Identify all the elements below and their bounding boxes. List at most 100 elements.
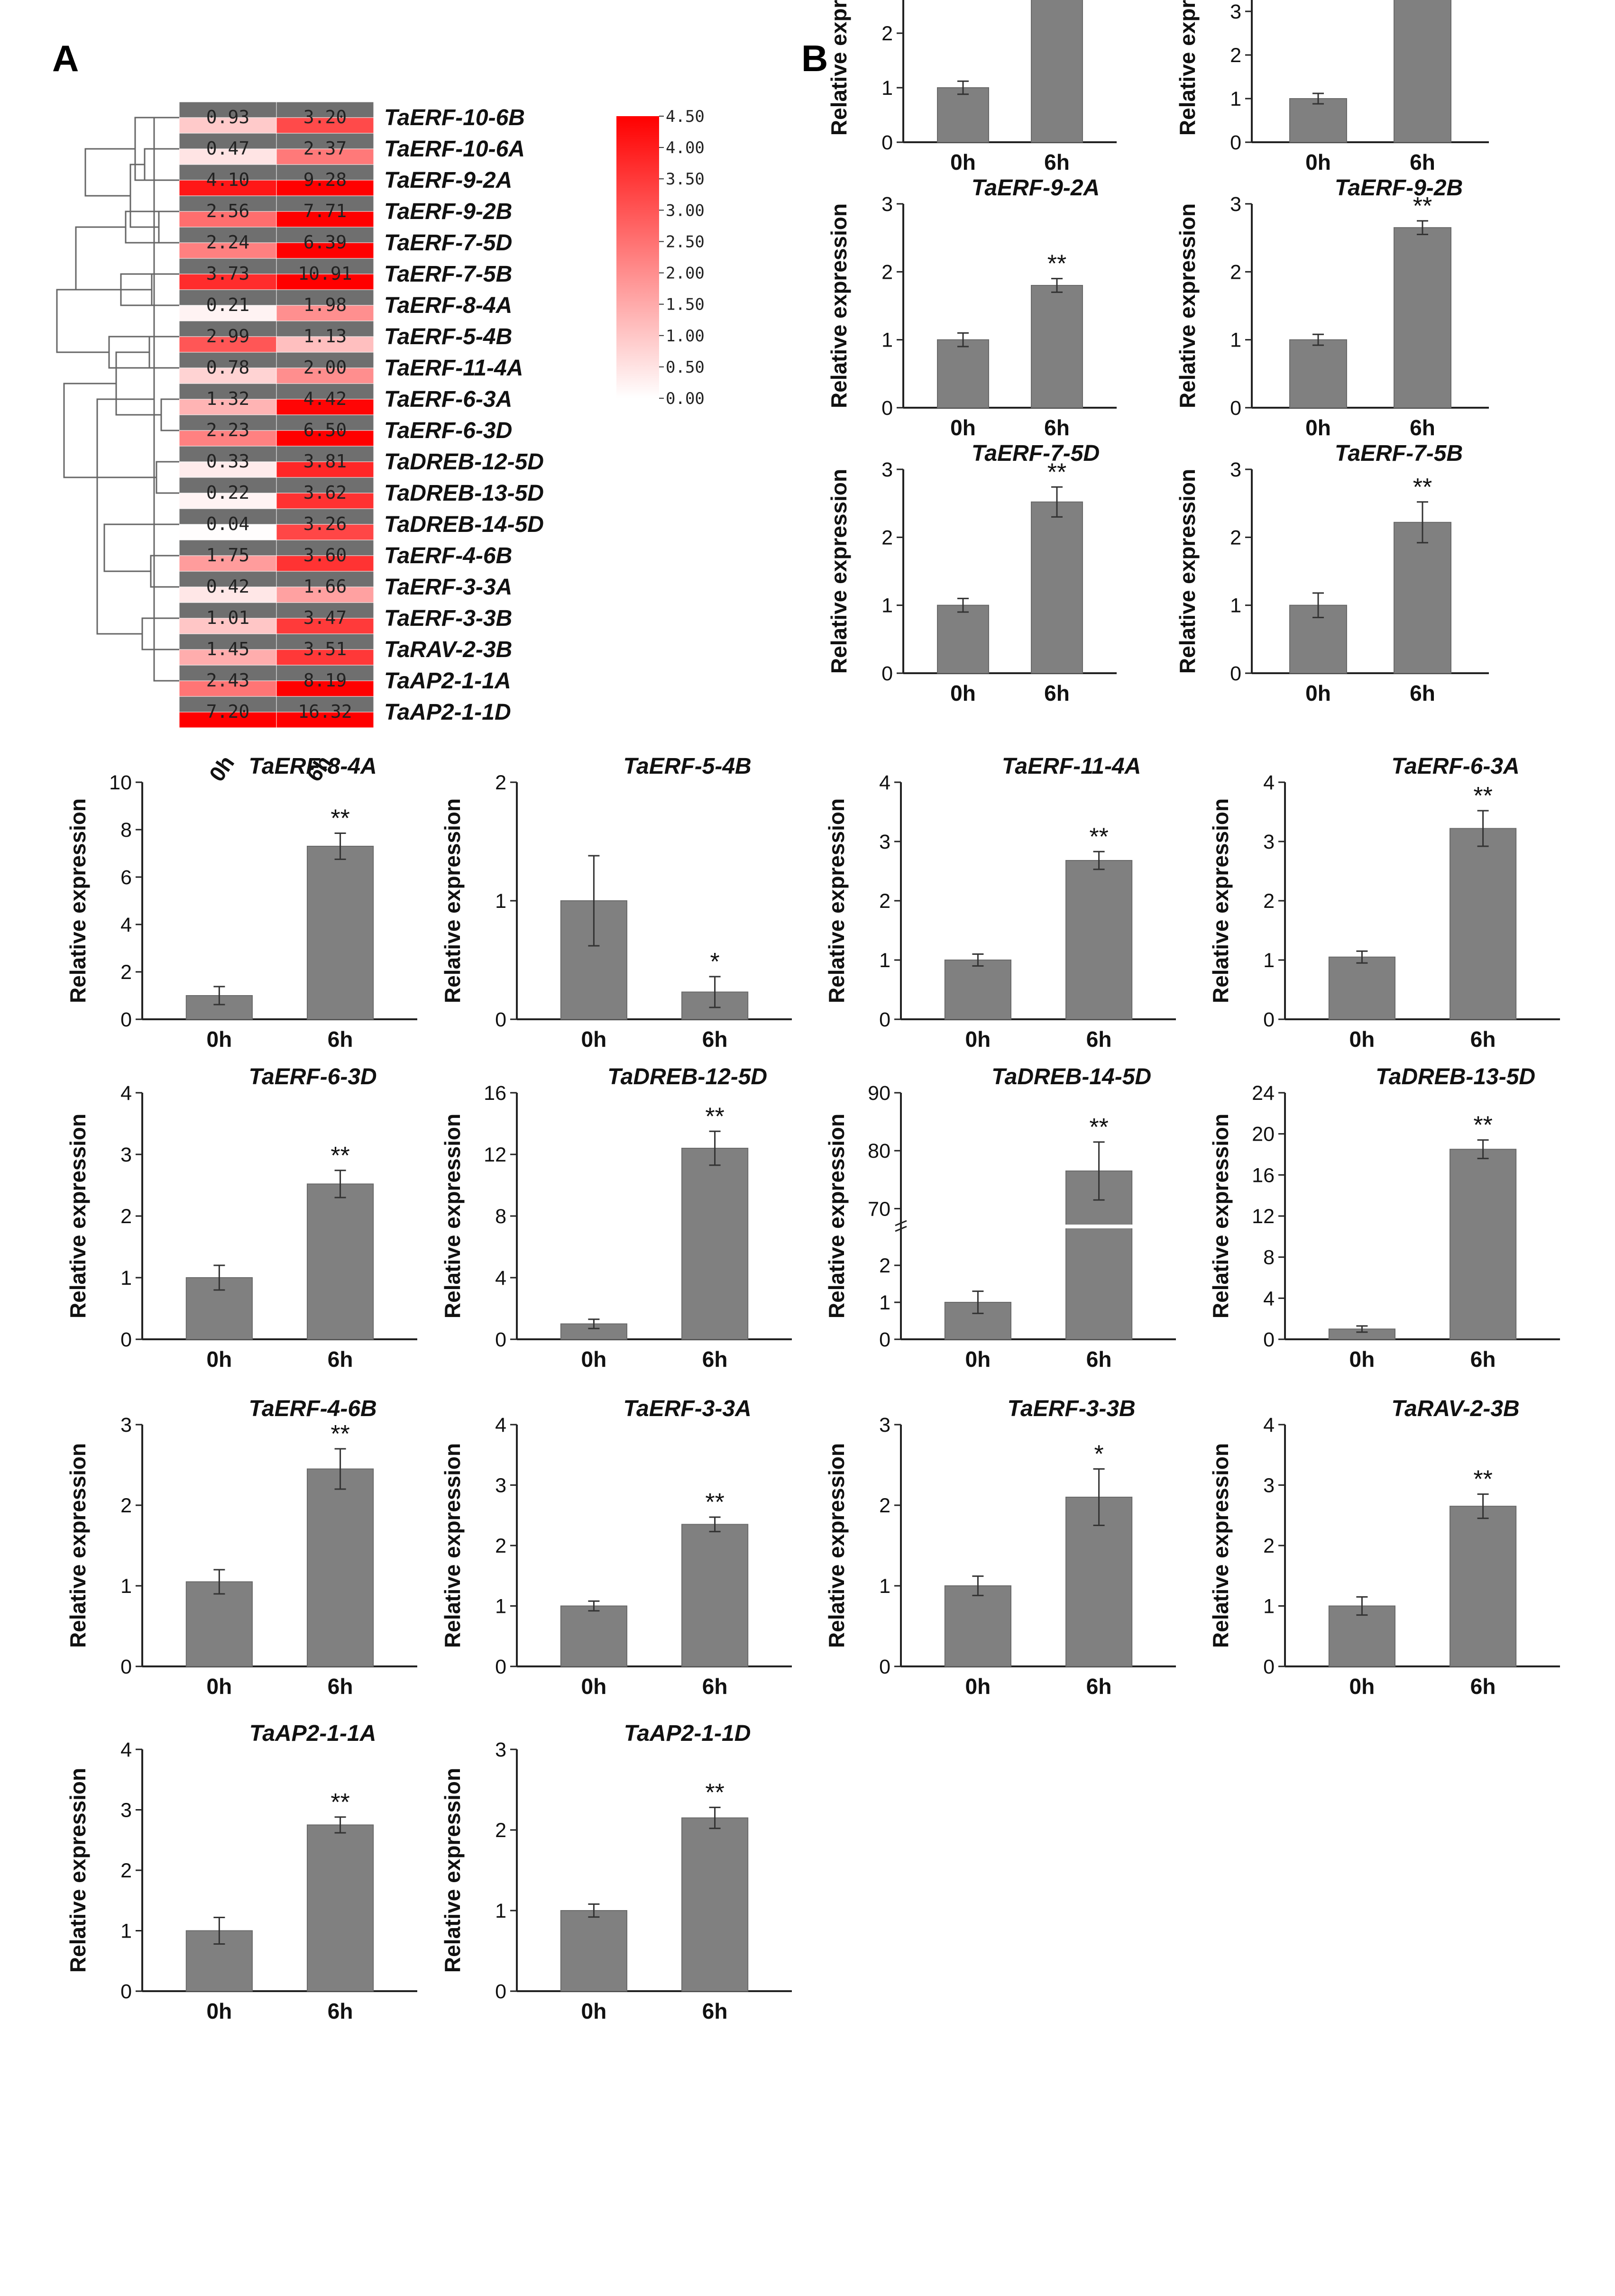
bar-0h xyxy=(560,1605,628,1667)
heatmap-value-tadreb-14-5d-6h: 3.26 xyxy=(303,513,347,534)
bar-chart-taerf-9-2b: 0 1 2 3 Relative expression TaERF-9-2B 0h ** 6h xyxy=(1175,175,1489,440)
significance-marker: ** xyxy=(1047,250,1066,278)
chart-title: TaERF-7-5B xyxy=(1335,441,1463,466)
heatmap-row-label-taerf-3-3a: TaERF-3-3A xyxy=(384,575,512,600)
heatmap-cell-label-bg xyxy=(276,289,374,306)
y-tick-label: 2 xyxy=(1263,890,1275,913)
heatmap-row-label-taerf-9-2b: TaERF-9-2B xyxy=(384,199,512,224)
y-tick-label: 1 xyxy=(120,1920,132,1943)
colorbar-tick-label: 4.00 xyxy=(666,138,705,157)
significance-marker: * xyxy=(710,948,719,976)
x-tick-label-0h: 0h xyxy=(950,681,976,705)
significance-marker: ** xyxy=(705,1779,724,1806)
bar-chart-taap2-1-1d: 0 1 2 3 Relative expression TaAP2-1-1D 0h ** 6h xyxy=(440,1721,792,2023)
heatmap-value-taap2-1-1d-0h: 7.20 xyxy=(206,701,250,722)
heatmap-value-taerf-4-6b-0h: 1.75 xyxy=(206,545,250,566)
x-tick-label-0h: 0h xyxy=(581,1999,607,2023)
y-axis-label: Relative expression xyxy=(440,798,465,1003)
bar-0h xyxy=(944,960,1012,1020)
y-tick-label: 10 xyxy=(109,771,132,794)
y-tick-label: 0 xyxy=(495,1656,506,1678)
x-tick-label-6h: 6h xyxy=(702,1674,728,1699)
heatmap-cell-color xyxy=(276,336,374,353)
colorbar xyxy=(616,116,659,398)
heatmap-cell-color xyxy=(276,274,374,290)
significance-marker: ** xyxy=(330,805,349,832)
significance-marker: ** xyxy=(705,1489,724,1516)
heatmap-cell-color xyxy=(179,524,277,540)
bar-charts-panel: 0 1 2 3 4 Relative expression TaERF-10-6B 0h ** 6… xyxy=(65,0,1560,2023)
x-tick-label-6h: 6h xyxy=(1470,1674,1496,1699)
heatmap-cell-color xyxy=(276,242,374,259)
heatmap-value-taerf-9-2a-0h: 4.10 xyxy=(206,169,250,190)
bar-6h xyxy=(1450,1149,1517,1340)
y-tick-label: 0 xyxy=(1263,1328,1275,1351)
heatmap-cell-label-bg xyxy=(276,320,374,337)
heatmap-value-taerf-11-4a-0h: 0.78 xyxy=(206,357,250,378)
heatmap-value-taerf-3-3b-0h: 1.01 xyxy=(206,607,250,628)
heatmap-row-label-taerf-5-4b: TaERF-5-4B xyxy=(384,324,512,349)
significance-marker: ** xyxy=(1089,823,1108,851)
y-axis-label: Relative expression xyxy=(65,1114,90,1318)
x-tick-label-6h: 6h xyxy=(328,1674,353,1699)
heatmap-row-label-tadreb-13-5d: TaDREB-13-5D xyxy=(384,481,544,506)
heatmap-row-label-taerf-10-6b: TaERF-10-6B xyxy=(384,105,525,130)
y-tick-label: 4 xyxy=(120,1738,132,1761)
heatmap-cell-color xyxy=(179,274,277,290)
heatmap-cell-label-bg xyxy=(179,508,277,525)
y-tick-label: 2 xyxy=(879,890,890,913)
bar-chart-taerf-8-4a: 0 2 4 6 8 10 Relative expression TaERF-8-4A 0h **… xyxy=(65,754,417,1052)
heatmap-value-taerf-4-6b-6h: 3.60 xyxy=(303,545,347,566)
heatmap-value-taerf-7-5d-0h: 2.24 xyxy=(206,232,250,253)
x-tick-label-6h: 6h xyxy=(328,1027,353,1052)
colorbar-tick-label: 1.00 xyxy=(666,327,705,346)
y-axis-label: Relative expression xyxy=(65,1768,90,1973)
colorbar-tick-label: 2.00 xyxy=(666,264,705,283)
x-tick-label-0h: 0h xyxy=(207,1674,232,1699)
x-tick-label-0h: 0h xyxy=(207,1347,232,1372)
y-tick-label: 1 xyxy=(1230,88,1241,110)
chart-title: TaRAV-2-3B xyxy=(1391,1396,1519,1421)
y-axis-label: Relative expression xyxy=(440,1443,465,1648)
heatmap-value-taerf-9-2b-0h: 2.56 xyxy=(206,201,250,221)
colorbar-tick-label: 4.50 xyxy=(666,107,705,126)
y-tick-label: 1 xyxy=(120,1575,132,1598)
bar-chart-taerf-3-3a: 0 1 2 3 4 Relative expression TaERF-3-3A 0h ** 6h xyxy=(440,1396,792,1699)
y-tick-label: 0 xyxy=(881,397,893,420)
y-tick-label: 3 xyxy=(120,1799,132,1822)
y-tick-label: 2 xyxy=(881,526,893,549)
y-tick-label: 3 xyxy=(495,1738,506,1761)
heatmap-cell-label-bg xyxy=(276,352,374,368)
heatmap-row-label-taerf-3-3b: TaERF-3-3B xyxy=(384,606,512,631)
bar-chart-tadreb-13-5d: 0 4 8 12 16 20 24 Relative expression TaDREB-13-… xyxy=(1208,1064,1560,1372)
heatmap-cell-label-bg xyxy=(276,258,374,274)
y-axis-label: Relative expression xyxy=(1175,203,1200,408)
bar-chart-tadreb-12-5d: 0 4 8 12 16 Relative expression TaDREB-12-5D 0h… xyxy=(440,1064,792,1372)
panel-letter-a: A xyxy=(52,37,79,79)
heatmap-value-taerf-3-3a-6h: 1.66 xyxy=(303,576,347,597)
y-tick-label: 4 xyxy=(879,771,890,794)
x-tick-label-0h: 0h xyxy=(950,415,976,440)
x-tick-label-6h: 6h xyxy=(1470,1347,1496,1372)
significance-marker: ** xyxy=(1413,192,1432,220)
y-tick-label: 3 xyxy=(1230,193,1241,216)
x-tick-label-6h: 6h xyxy=(1086,1347,1112,1372)
y-axis-label: Relative expression xyxy=(824,798,849,1003)
chart-title: TaERF-3-3B xyxy=(1007,1396,1135,1421)
significance-marker: ** xyxy=(1473,1112,1492,1139)
heatmap-cell-label-bg xyxy=(276,164,374,181)
heatmap-row-label-taerf-6-3a: TaERF-6-3A xyxy=(384,387,512,412)
y-tick-label: 1 xyxy=(879,1575,890,1598)
heatmap-value-taerf-10-6a-6h: 2.37 xyxy=(303,138,347,159)
heatmap-value-taerf-10-6b-6h: 3.20 xyxy=(303,107,347,128)
y-tick-label: 2 xyxy=(881,22,893,45)
heatmap-value-taerf-3-3b-6h: 3.47 xyxy=(303,607,347,628)
bar-6h xyxy=(681,1817,749,1992)
chart-title: TaDREB-14-5D xyxy=(991,1064,1151,1089)
axis-break-marker xyxy=(895,1220,907,1232)
heatmap-cell-color xyxy=(179,618,277,634)
y-tick-label: 0 xyxy=(1263,1656,1275,1678)
y-tick-label: 4 xyxy=(1263,771,1275,794)
y-tick-label: 3 xyxy=(120,1414,132,1436)
dendrogram-branch xyxy=(96,398,154,635)
